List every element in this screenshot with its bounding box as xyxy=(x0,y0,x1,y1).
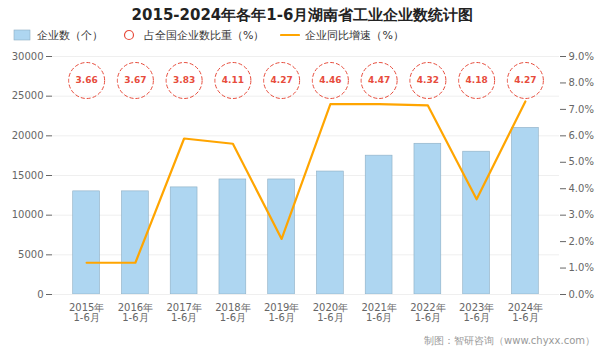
html-text:制图：智研咨询（www.chyxx.com）: 制图：智研咨询（www.chyxx.com） xyxy=(424,335,595,346)
svg-text:2.0%: 2.0% xyxy=(569,236,594,247)
svg-text:6.0%: 6.0% xyxy=(569,130,594,141)
svg-text:1.0%: 1.0% xyxy=(569,262,594,273)
svg-text:4.46: 4.46 xyxy=(319,75,341,85)
svg-text:9.0%: 9.0% xyxy=(569,51,594,62)
svg-text:4.18: 4.18 xyxy=(466,75,488,85)
svg-text:4.27: 4.27 xyxy=(271,75,293,85)
svg-text:25000: 25000 xyxy=(12,90,44,101)
svg-text:0: 0 xyxy=(37,289,43,300)
svg-text:2020年1-6月: 2020年1-6月 xyxy=(313,302,348,323)
svg-text:2019年1-6月: 2019年1-6月 xyxy=(264,302,299,323)
svg-text:3.66: 3.66 xyxy=(76,75,98,85)
svg-text:3.67: 3.67 xyxy=(124,75,146,85)
svg-text:2015年1-6月: 2015年1-6月 xyxy=(69,302,104,323)
svg-text:2016年1-6月: 2016年1-6月 xyxy=(118,302,153,323)
svg-text:2017年1-6月: 2017年1-6月 xyxy=(166,302,201,323)
svg-text:15000: 15000 xyxy=(12,170,44,181)
html-text:企业同比增速（%）: 企业同比增速（%） xyxy=(305,28,404,42)
svg-text:2023年1-6月: 2023年1-6月 xyxy=(459,302,494,323)
svg-text:10000: 10000 xyxy=(12,209,44,220)
svg-text:4.11: 4.11 xyxy=(222,75,244,85)
html-text:占全国企业数比重（%）: 占全国企业数比重（%） xyxy=(144,28,265,42)
svg-text:20000: 20000 xyxy=(12,130,44,141)
svg-text:5.0%: 5.0% xyxy=(569,156,594,167)
svg-text:4.32: 4.32 xyxy=(417,75,439,85)
svg-text:4.47: 4.47 xyxy=(368,75,390,85)
html-text:企业数（个）: 企业数（个） xyxy=(37,28,103,42)
svg-text:0.0%: 0.0% xyxy=(569,289,594,300)
svg-text:2024年1-6月: 2024年1-6月 xyxy=(508,302,543,323)
svg-text:3.83: 3.83 xyxy=(173,75,195,85)
svg-text:4.0%: 4.0% xyxy=(569,183,594,194)
svg-text:3.0%: 3.0% xyxy=(569,209,594,220)
svg-text:2021年1-6月: 2021年1-6月 xyxy=(361,302,396,323)
svg-text:30000: 30000 xyxy=(12,51,44,62)
svg-text:8.0%: 8.0% xyxy=(569,77,594,88)
html-text:2015-2024年各年1-6月湖南省工业企业数统计图: 2015-2024年各年1-6月湖南省工业企业数统计图 xyxy=(131,6,474,24)
svg-text:7.0%: 7.0% xyxy=(569,104,594,115)
svg-text:2022年1-6月: 2022年1-6月 xyxy=(410,302,445,323)
svg-text:4.27: 4.27 xyxy=(514,75,536,85)
svg-text:2018年1-6月: 2018年1-6月 xyxy=(215,302,250,323)
svg-text:5000: 5000 xyxy=(18,249,43,260)
